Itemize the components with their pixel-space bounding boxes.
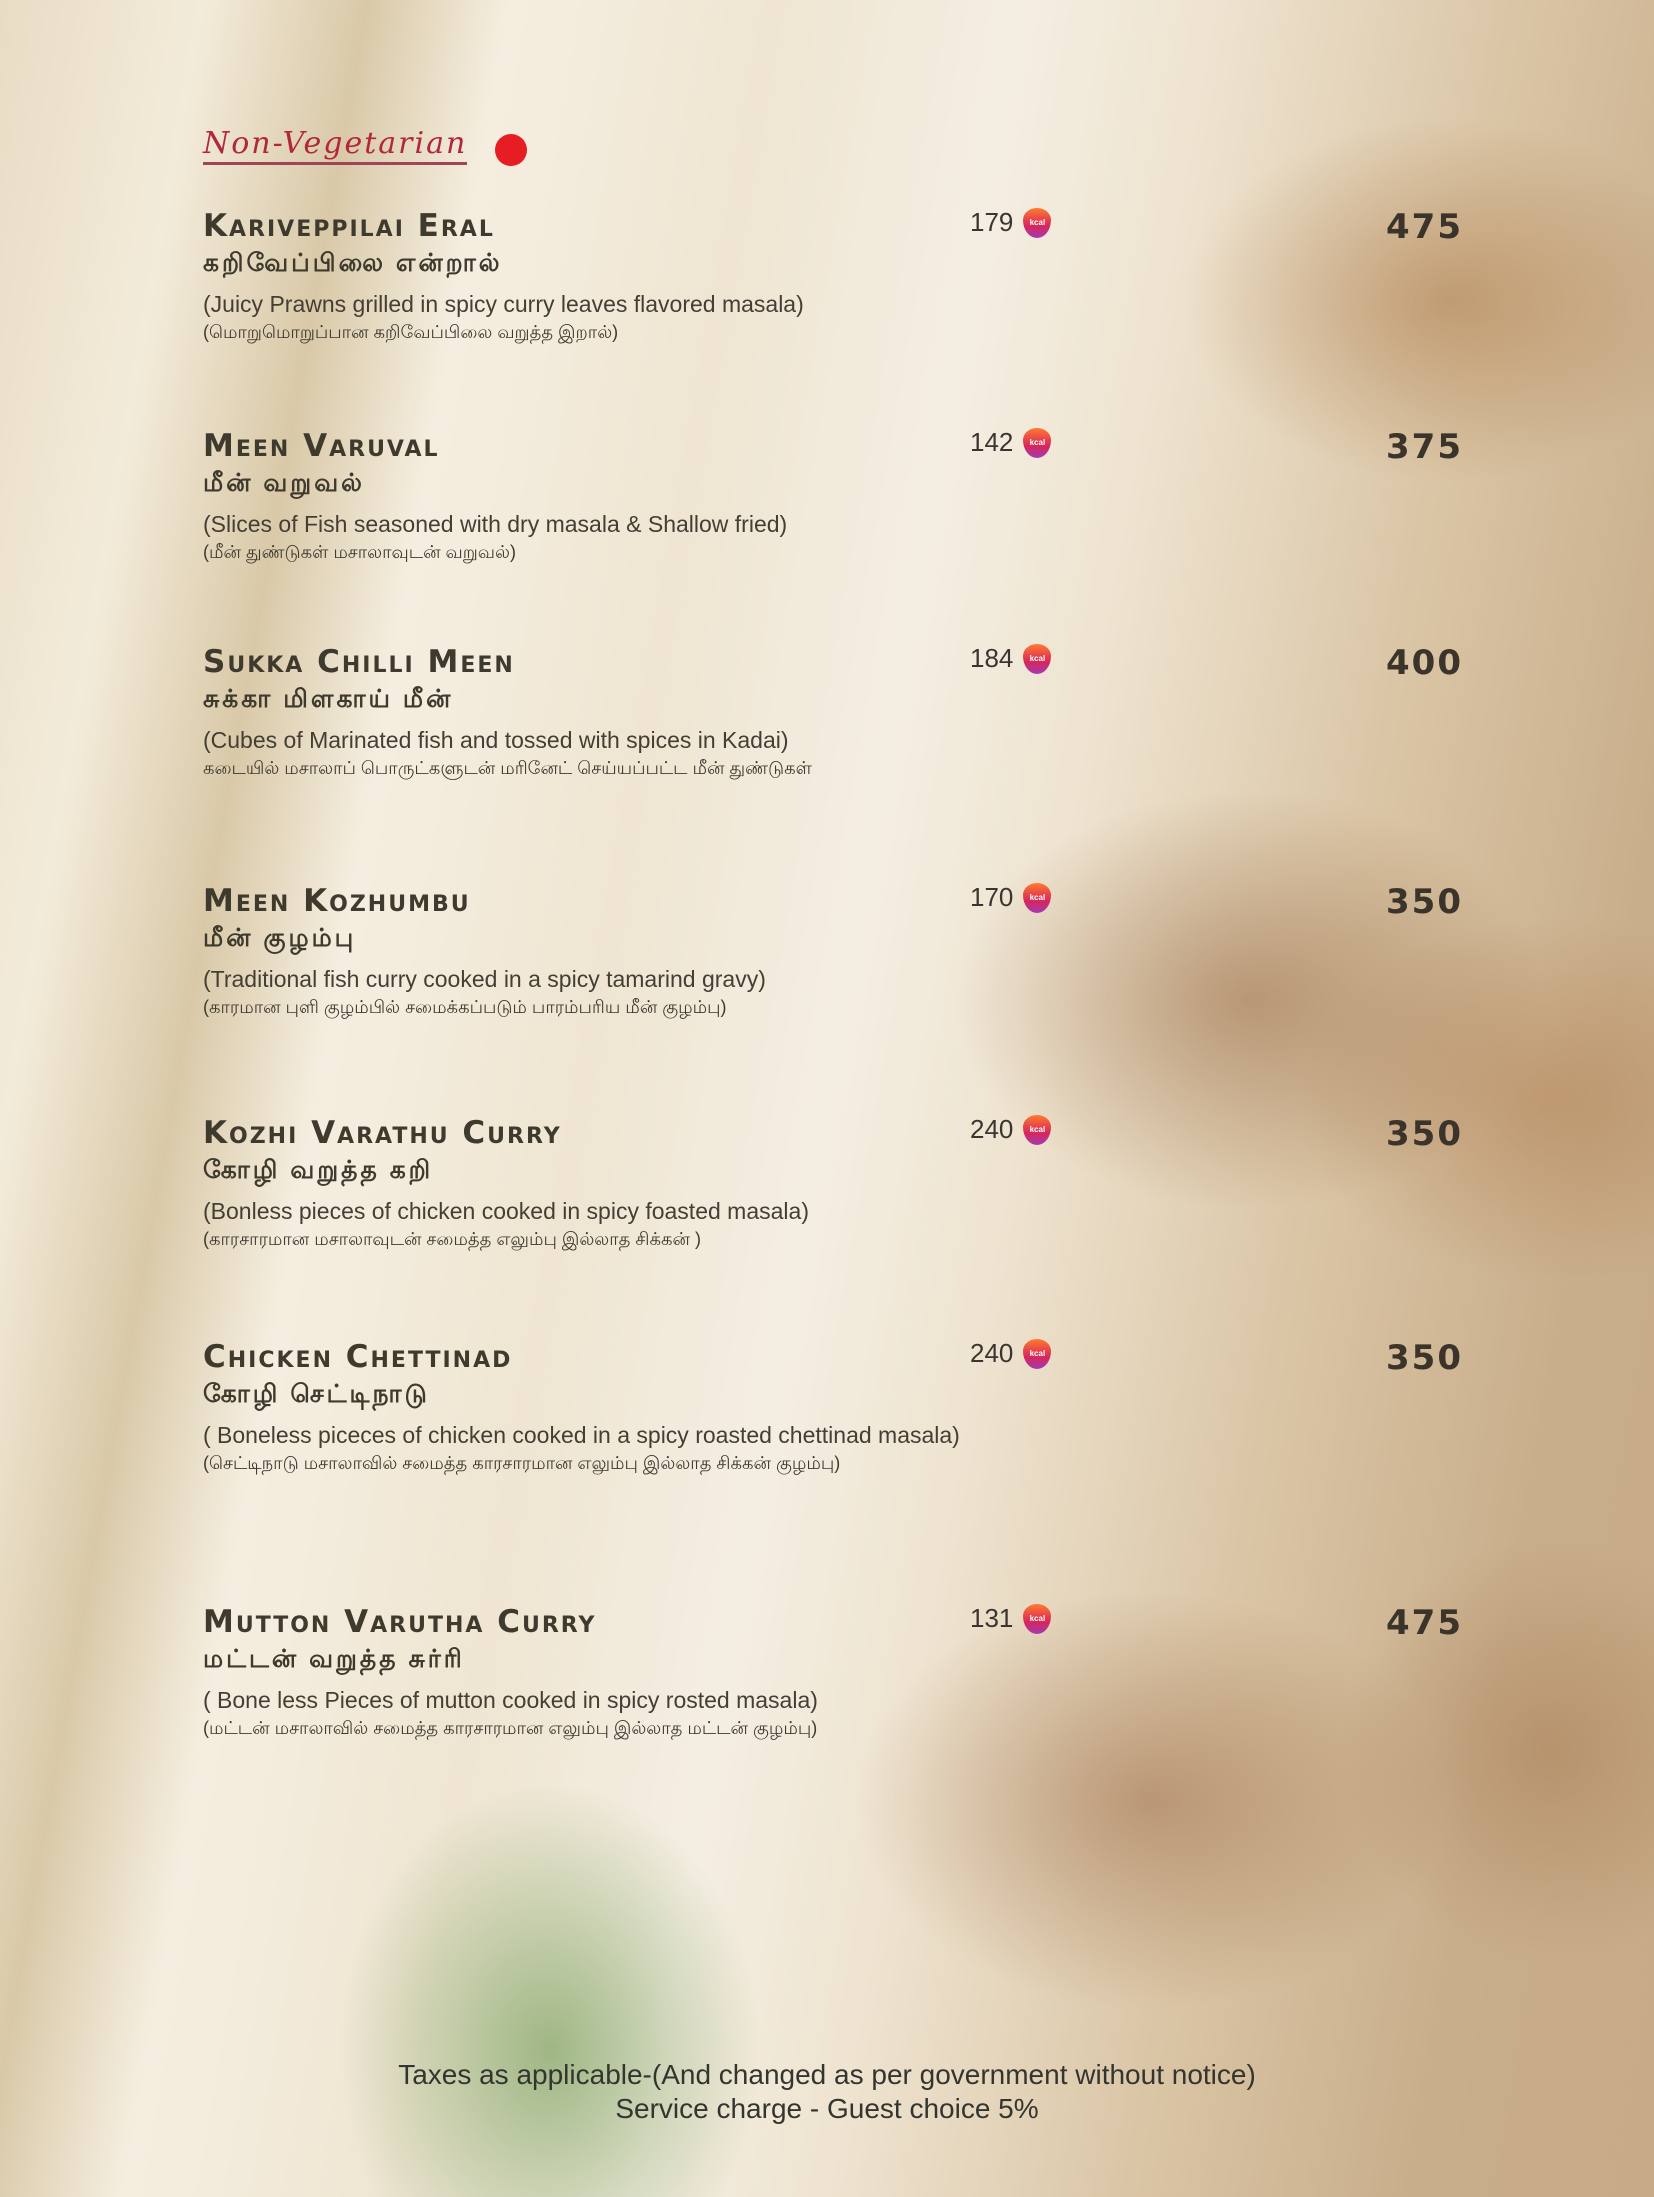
item-price: 375 bbox=[1386, 427, 1463, 467]
item-tamil-name: கோழி செட்டிநாடு bbox=[203, 1380, 430, 1408]
kcal-flame-icon: kcal bbox=[1023, 882, 1052, 913]
item-tamil-name: மீன் குழம்பு bbox=[203, 924, 357, 952]
item-calories: 170 kcal bbox=[970, 882, 1052, 913]
item-name: Kozhi Varathu Curry bbox=[203, 1115, 562, 1151]
item-tamil-description: (மொறுமொறுப்பான கறிவேப்பிலை வறுத்த இறால்) bbox=[203, 322, 619, 342]
non-veg-indicator-icon bbox=[495, 134, 527, 166]
menu-item: Meen Kozhumbu மீன் குழம்பு (Traditional … bbox=[203, 882, 1463, 1020]
item-name: Sukka Chilli Meen bbox=[203, 644, 515, 680]
kcal-flame-icon: kcal bbox=[1023, 207, 1052, 238]
kcal-flame-icon: kcal bbox=[1023, 1603, 1052, 1634]
item-tamil-name: கறிவேப்பிலை என்றால் bbox=[203, 249, 503, 277]
item-tamil-description: கடையில் மசாலாப் பொருட்களுடன் மரினேட் செய… bbox=[203, 758, 812, 778]
kcal-value: 240 bbox=[970, 1338, 1014, 1368]
kcal-flame-icon: kcal bbox=[1023, 427, 1052, 458]
item-calories: 184 kcal bbox=[970, 643, 1052, 674]
item-calories: 179 kcal bbox=[970, 207, 1052, 238]
item-name: Meen Kozhumbu bbox=[203, 883, 471, 919]
menu-item: Chicken Chettinad கோழி செட்டிநாடு ( Bone… bbox=[203, 1338, 1463, 1476]
item-price: 400 bbox=[1386, 643, 1463, 683]
menu-item: Kariveppilai Eral கறிவேப்பிலை என்றால் (J… bbox=[203, 207, 1463, 345]
item-calories: 142 kcal bbox=[970, 427, 1052, 458]
item-calories: 240 kcal bbox=[970, 1338, 1052, 1369]
item-description: (Cubes of Marinated fish and tossed with… bbox=[203, 727, 789, 753]
item-tamil-description: (மட்டன் மசாலாவில் சமைத்த காரசாரமான எலும்… bbox=[203, 1718, 818, 1738]
item-tamil-description: (காரசாரமான மசாலாவுடன் சமைத்த எலும்பு இல்… bbox=[203, 1229, 701, 1249]
item-description: (Slices of Fish seasoned with dry masala… bbox=[203, 511, 788, 537]
item-tamil-description: (செட்டிநாடு மசாலாவில் சமைத்த காரசாரமான எ… bbox=[203, 1453, 841, 1473]
kcal-value: 131 bbox=[970, 1603, 1014, 1633]
item-description: (Bonless pieces of chicken cooked in spi… bbox=[203, 1198, 809, 1224]
item-name: Kariveppilai Eral bbox=[203, 208, 495, 244]
menu-item: Meen Varuval மீன் வறுவல் (Slices of Fish… bbox=[203, 427, 1463, 565]
item-description: (Traditional fish curry cooked in a spic… bbox=[203, 966, 766, 992]
item-description: (Juicy Prawns grilled in spicy curry lea… bbox=[203, 291, 804, 317]
kcal-value: 240 bbox=[970, 1114, 1014, 1144]
kcal-value: 184 bbox=[970, 643, 1014, 673]
kcal-value: 142 bbox=[970, 427, 1014, 457]
item-price: 350 bbox=[1386, 1338, 1463, 1378]
item-description: ( Boneless piceces of chicken cooked in … bbox=[203, 1422, 960, 1448]
section-title: Non-Vegetarian bbox=[203, 126, 468, 165]
item-name: Meen Varuval bbox=[203, 428, 440, 464]
item-price: 350 bbox=[1386, 882, 1463, 922]
item-calories: 131 kcal bbox=[970, 1603, 1052, 1634]
kcal-value: 170 bbox=[970, 882, 1014, 912]
kcal-flame-icon: kcal bbox=[1023, 1114, 1052, 1145]
tax-note: Taxes as applicable-(And changed as per … bbox=[398, 2059, 1256, 2090]
menu-item: Sukka Chilli Meen சுக்கா மிளகாய் மீன் (C… bbox=[203, 643, 1463, 781]
item-calories: 240 kcal bbox=[970, 1114, 1052, 1145]
item-price: 475 bbox=[1386, 1603, 1463, 1643]
item-tamil-name: சுக்கா மிளகாய் மீன் bbox=[203, 685, 454, 713]
kcal-flame-icon: kcal bbox=[1023, 643, 1052, 674]
item-name: Mutton Varutha Curry bbox=[203, 1604, 597, 1640]
kcal-flame-icon: kcal bbox=[1023, 1338, 1052, 1369]
item-tamil-name: மீன் வறுவல் bbox=[203, 469, 365, 497]
menu-item: Kozhi Varathu Curry கோழி வறுத்த கறி (Bon… bbox=[203, 1114, 1463, 1252]
item-tamil-name: கோழி வறுத்த கறி bbox=[203, 1156, 434, 1184]
item-name: Chicken Chettinad bbox=[203, 1339, 513, 1375]
item-price: 475 bbox=[1386, 207, 1463, 247]
menu-item: Mutton Varutha Curry மட்டன் வறுத்த சுர்ர… bbox=[203, 1603, 1463, 1741]
item-description: ( Bone less Pieces of mutton cooked in s… bbox=[203, 1687, 818, 1713]
kcal-value: 179 bbox=[970, 207, 1014, 237]
item-tamil-description: (மீன் துண்டுகள் மசாலாவுடன் வறுவல்) bbox=[203, 542, 516, 562]
item-tamil-name: மட்டன் வறுத்த சுர்ரி bbox=[203, 1645, 465, 1673]
item-price: 350 bbox=[1386, 1114, 1463, 1154]
item-tamil-description: (காரமான புளி குழம்பில் சமைக்கப்படும் பார… bbox=[203, 997, 727, 1017]
service-charge-note: Service charge - Guest choice 5% bbox=[615, 2093, 1039, 2124]
